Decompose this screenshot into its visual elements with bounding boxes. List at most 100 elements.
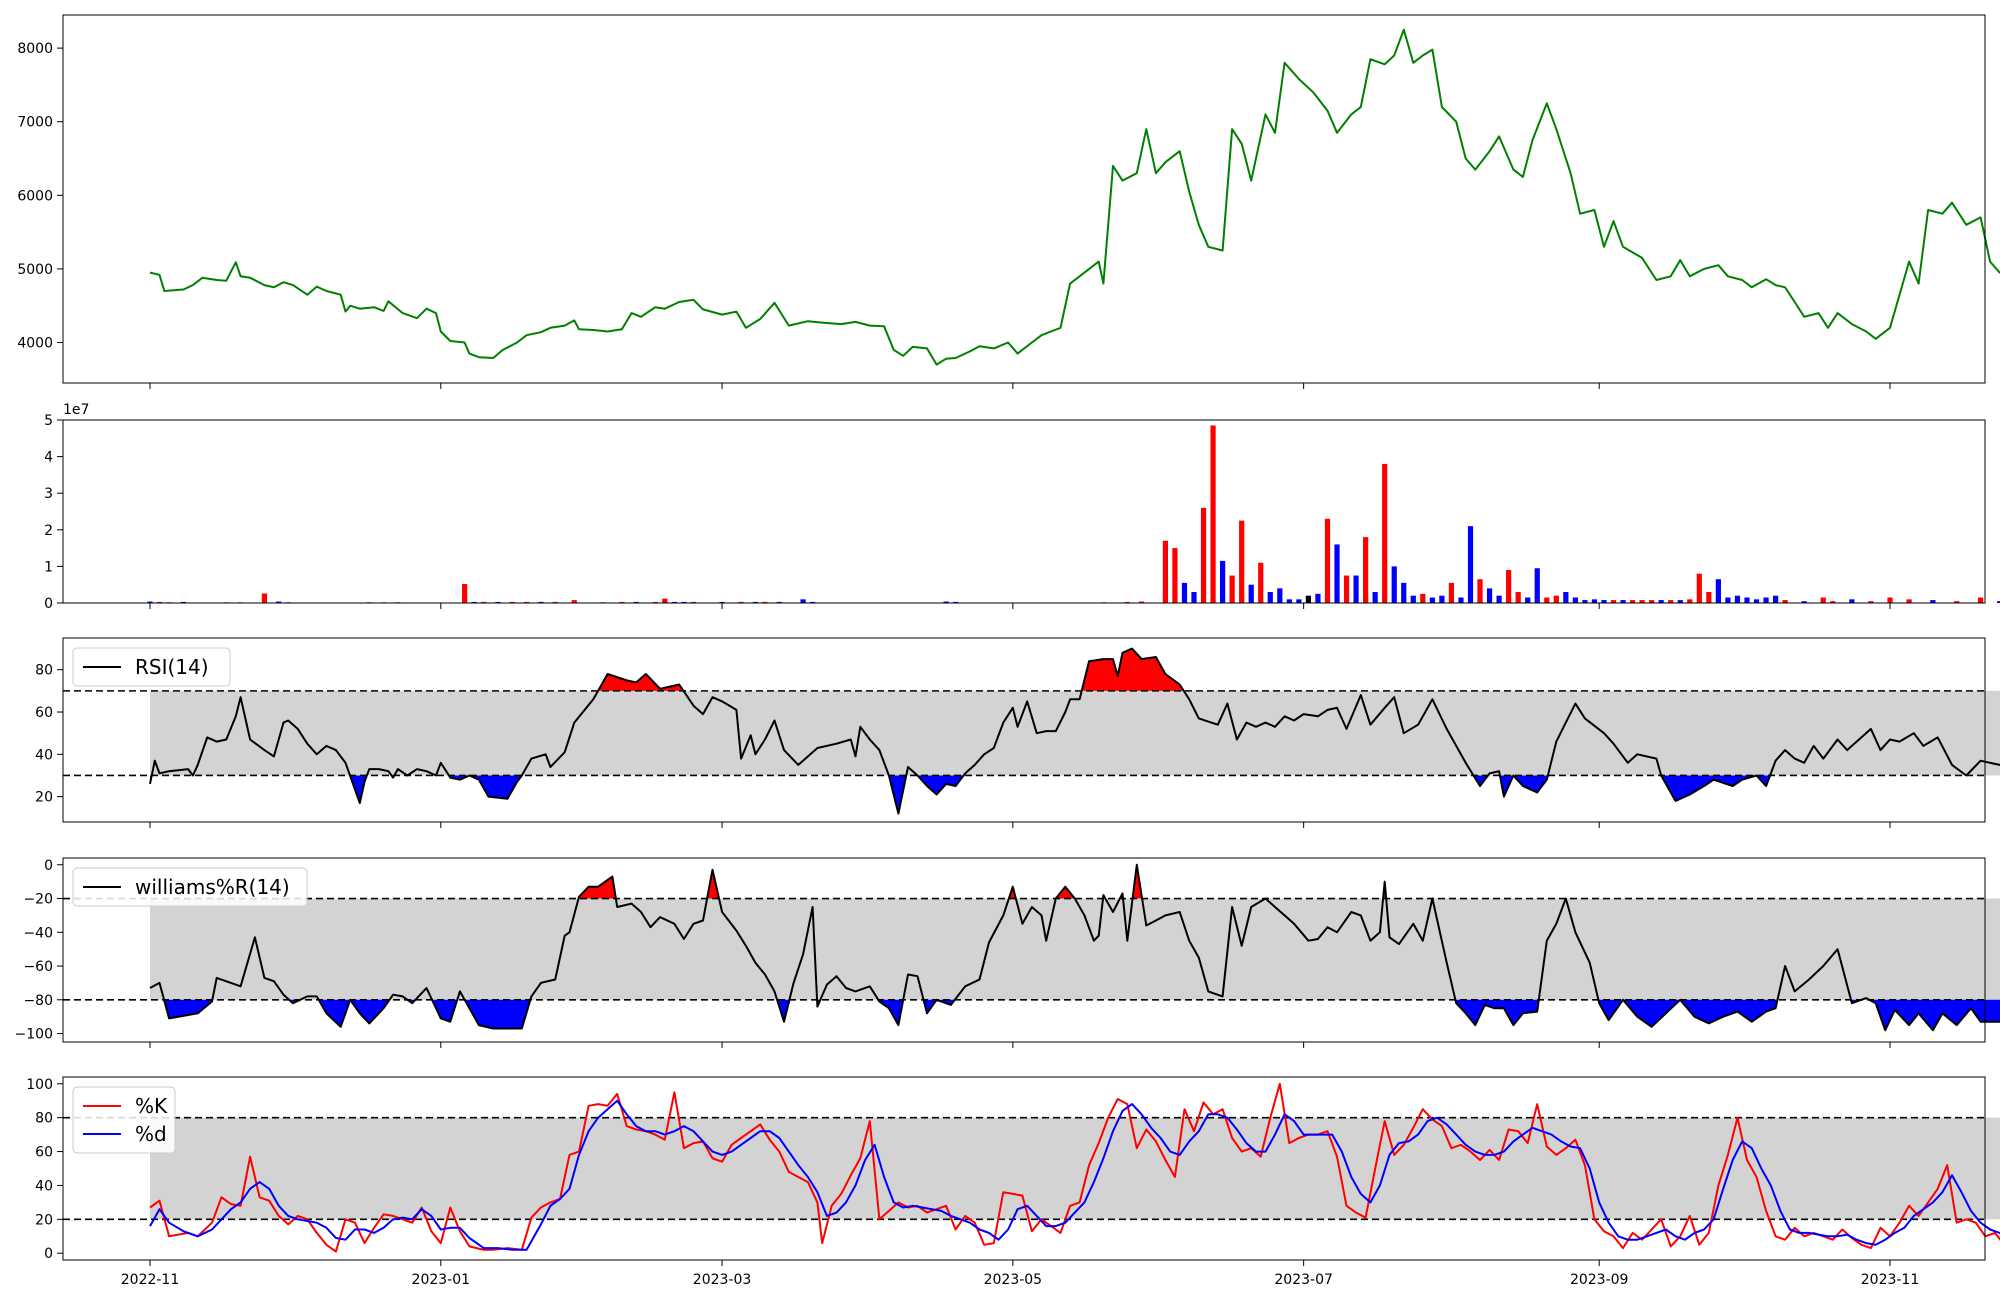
volume-bar: [1668, 600, 1674, 603]
volume-bar: [1820, 597, 1826, 603]
volume-bar: [1391, 566, 1397, 603]
legend-label: williams%R(14): [135, 875, 290, 899]
volume-bar: [1849, 599, 1855, 603]
volume-bar: [1429, 597, 1435, 603]
rsi-line: [149, 647, 2000, 815]
volume-bar: [1997, 601, 2000, 603]
volume-bar: [1639, 600, 1645, 603]
volume-bar: [1191, 592, 1197, 603]
ytick-label: 100: [26, 1077, 53, 1093]
ytick-label: 5000: [17, 262, 53, 278]
volume-bar: [1372, 592, 1378, 603]
ytick-label: 5: [44, 413, 53, 429]
rsi-oversold-fill: [469, 775, 522, 799]
rsi-oversold-fill: [350, 775, 367, 803]
volume-bar: [671, 601, 677, 603]
volume-bar: [1572, 597, 1578, 603]
williams-oversold-fill: [164, 999, 213, 1019]
volume-bar: [652, 601, 658, 603]
volume-bar: [180, 601, 186, 603]
volume-bar: [1448, 582, 1455, 603]
volume-bar: [1477, 579, 1483, 603]
volume-bar: [1772, 595, 1779, 603]
stochastic-frame: [62, 1076, 1986, 1261]
volume-bar: [1725, 597, 1731, 603]
ytick-label: 60: [35, 1145, 53, 1161]
volume-bar: [1363, 537, 1369, 603]
volume-bar: [1343, 575, 1350, 603]
volume-bar: [1210, 425, 1216, 603]
volume-bar: [1744, 597, 1750, 603]
volume-bar: [1296, 599, 1302, 603]
volume-bar: [552, 601, 558, 603]
volume-bar: [1239, 520, 1245, 603]
volume-bar: [156, 601, 163, 603]
ytick-label: 0: [44, 1246, 53, 1262]
volume-bar: [1258, 562, 1264, 603]
volume-bar: [800, 599, 806, 603]
ytick-label: 6000: [17, 188, 53, 204]
volume-bar: [1305, 595, 1312, 603]
volume-bar: [1782, 600, 1788, 603]
xtick-label: 2023-01: [412, 1272, 471, 1288]
williams-overbought-fill: [1132, 864, 1143, 899]
volume-bar: [1830, 601, 1836, 603]
volume-bar: [1486, 588, 1493, 603]
volume-bar: [1930, 600, 1936, 603]
volume-bar: [1696, 573, 1702, 603]
ytick-label: 20: [35, 1212, 53, 1228]
ytick-label: −40: [23, 925, 53, 941]
volume-bar: [1753, 599, 1760, 603]
williams-frame: [62, 857, 1986, 1043]
rsi-panel: RSI(14) 20 40 60 80: [35, 637, 2000, 828]
ytick-label: 7000: [17, 115, 53, 131]
xtick-label: 2023-11: [1861, 1272, 1920, 1288]
volume-bar: [524, 601, 530, 603]
price-frame: [62, 14, 1986, 384]
series-line-pct-d: [149, 1099, 2000, 1251]
williams-oversold-fill: [777, 999, 790, 1022]
volume-bar: [1977, 597, 1984, 603]
williams-oversold-fill: [1598, 999, 1623, 1021]
xtick-label: 2022-11: [121, 1272, 180, 1288]
volume-offset-label: 1e7: [63, 402, 89, 418]
neutral-band: [150, 1117, 2000, 1220]
volume-bar: [1515, 592, 1521, 603]
volume-bar: [1658, 600, 1664, 603]
volume-bar: [495, 601, 501, 603]
ytick-label: 40: [35, 747, 53, 763]
ytick-label: 3: [44, 486, 53, 502]
ytick-label: −80: [23, 993, 53, 1009]
ytick-label: 4000: [17, 336, 53, 352]
volume-bar: [752, 601, 759, 603]
volume-bar: [1591, 599, 1598, 603]
volume-bar: [1582, 600, 1588, 603]
neutral-band: [150, 690, 2000, 776]
volume-bar: [261, 593, 268, 603]
legend-box: [72, 1086, 176, 1154]
williams-oversold-fill: [432, 999, 458, 1022]
volume-bar: [1868, 601, 1874, 603]
volume-bar: [1458, 597, 1464, 603]
ytick-label: 20: [35, 790, 53, 806]
volume-bar: [1496, 595, 1502, 603]
volume-bar: [147, 601, 153, 603]
xtick-label: 2023-09: [1570, 1272, 1629, 1288]
volume-bar: [1315, 593, 1321, 603]
volume-bar: [1382, 463, 1388, 603]
volume-bar: [1629, 600, 1636, 603]
volume-bar: [1467, 526, 1474, 603]
volume-bar: [481, 601, 487, 603]
williams-panel: williams%R(14) 0 −20 −40 −60 −80 −100: [15, 857, 2000, 1048]
volume-bar: [1734, 595, 1741, 603]
volume-bar: [943, 601, 949, 603]
series-line-pct-k: [149, 1082, 2000, 1253]
volume-bar: [1410, 595, 1416, 603]
volume-bar: [276, 601, 282, 603]
williams-oversold-fill: [464, 999, 531, 1029]
volume-bar: [1277, 588, 1283, 603]
williams-oversold-fill: [1680, 999, 1778, 1024]
volume-bar: [662, 598, 668, 603]
volume-bar: [1229, 575, 1235, 603]
rsi-oversold-fill: [449, 775, 470, 780]
